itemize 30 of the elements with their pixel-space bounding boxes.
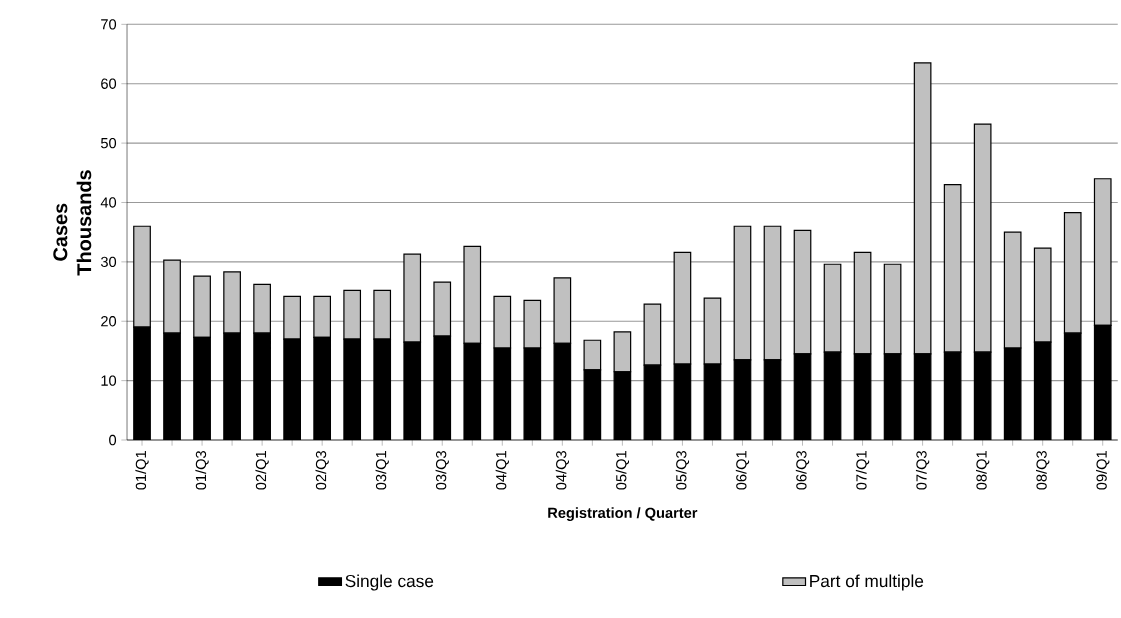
y-tick-label: 70 <box>101 19 117 30</box>
x-tick-label: 04/Q1 <box>495 451 509 490</box>
x-tick-label: 05/Q1 <box>615 451 630 490</box>
x-tick-label: 02/Q3 <box>315 451 329 490</box>
bar <box>583 339 602 371</box>
x-tick-label: 06/Q3 <box>795 451 810 490</box>
y-tick-label: 50 <box>100 137 117 149</box>
legend-label: Single case <box>345 574 434 591</box>
x-tick-label: 09/Q1 <box>1096 451 1110 490</box>
y-axis-title: Cases Thousands <box>53 170 92 276</box>
x-tick-label: 03/Q1 <box>375 451 389 490</box>
x-tick-label: 03/Q3 <box>435 451 449 490</box>
x-tick-label: 07/Q3 <box>915 451 930 490</box>
x-tick-label: 01/Q1 <box>135 451 149 490</box>
y-tick-label: 30 <box>100 256 117 268</box>
x-tick-label: 07/Q1 <box>855 451 870 490</box>
x-tick-label: 08/Q1 <box>975 451 990 490</box>
y-tick-label: 40 <box>100 197 117 208</box>
x-axis-title: Registration / Quarter <box>548 507 698 521</box>
legend-label: Part of multiple <box>810 574 924 591</box>
x-tick-label: 06/Q1 <box>735 451 750 490</box>
y-tick-label: 60 <box>101 78 117 89</box>
y-tick-label: 0 <box>109 434 117 446</box>
x-tick-label: 04/Q3 <box>555 451 569 490</box>
x-tick-label: 01/Q3 <box>195 451 209 490</box>
y-tick-label: 20 <box>101 316 117 327</box>
x-tick-label: 02/Q1 <box>255 451 269 490</box>
x-tick-label: 08/Q3 <box>1036 451 1050 490</box>
y-tick-label: 10 <box>101 375 117 386</box>
x-tick-label: 05/Q3 <box>675 451 690 490</box>
